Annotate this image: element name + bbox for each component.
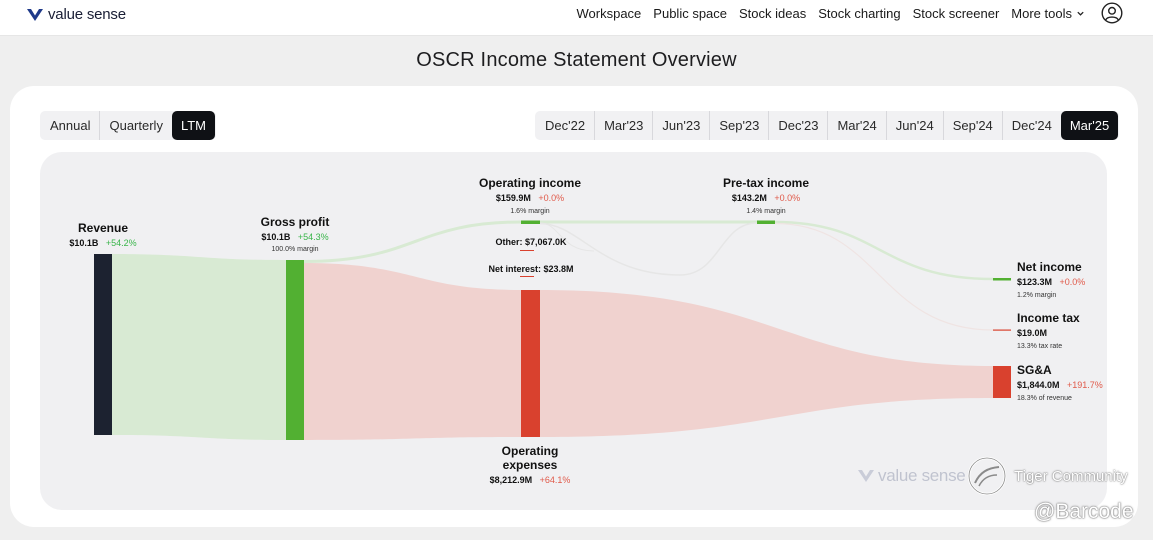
- period-jun23[interactable]: Jun'23: [653, 111, 711, 140]
- income-tax-rate: 13.3% tax rate: [1017, 343, 1062, 350]
- period-sep23[interactable]: Sep'23: [710, 111, 770, 140]
- period-dec23[interactable]: Dec'23: [769, 111, 829, 140]
- pretax-income-change: +0.0%: [774, 193, 800, 203]
- gross-profit-margin: 100.0% margin: [271, 246, 318, 253]
- top-navigation-bar: value sense Workspace Public space Stock…: [0, 0, 1153, 36]
- nav-more-tools[interactable]: More tools: [1011, 6, 1085, 21]
- node-revenue[interactable]: [94, 254, 112, 435]
- flow-pretax-to-income-tax: [774, 222, 994, 331]
- income-tax-label: Income tax: [1017, 311, 1080, 325]
- revenue-label: Revenue: [78, 221, 128, 235]
- user-account-icon[interactable]: [1101, 2, 1123, 24]
- tab-quarterly[interactable]: Quarterly: [109, 118, 163, 133]
- tiger-logo-icon: [967, 456, 1007, 496]
- period-jun24[interactable]: Jun'24: [887, 111, 944, 140]
- net-income-margin: 1.2% margin: [1017, 292, 1056, 299]
- income-tax-value: $19.0M: [1017, 328, 1047, 338]
- nav-more-tools-label: More tools: [1011, 5, 1072, 21]
- period-sep24[interactable]: Sep'24: [944, 111, 1003, 140]
- net-income-values: $123.3M +0.0%: [1017, 272, 1085, 289]
- period-mar25[interactable]: Mar'25: [1060, 111, 1119, 140]
- nav-public-space[interactable]: Public space: [653, 5, 728, 21]
- gross-profit-values: $10.1B +54.3%: [261, 227, 328, 244]
- pretax-income-values: $143.2M +0.0%: [732, 188, 800, 205]
- operating-income-change: +0.0%: [538, 193, 564, 203]
- node-net-income[interactable]: [993, 278, 1011, 281]
- net-income-label: Net income: [1017, 260, 1082, 274]
- main-nav: Workspace Public space Stock ideas Stock…: [577, 0, 1124, 26]
- sga-share: 18.3% of revenue: [1017, 395, 1072, 402]
- revenue-value: $10.1B: [69, 238, 99, 248]
- period-type-switch: Annual Quarterly LTM: [40, 111, 216, 140]
- sga-value: $1,844.0M: [1017, 380, 1060, 390]
- node-other: [520, 250, 534, 251]
- sga-values: $1,844.0M +191.7%: [1017, 375, 1103, 392]
- income-sankey-chart: Revenue $10.1B +54.2% Gross profit $10.1…: [40, 152, 1107, 510]
- node-income-tax[interactable]: [993, 329, 1011, 331]
- pretax-income-label: Pre-tax income: [723, 176, 809, 190]
- tiger-community-watermark: Tiger Community: [966, 456, 1128, 496]
- flow-gross-profit-to-operating-income: [303, 220, 522, 263]
- nav-workspace[interactable]: Workspace: [576, 5, 642, 21]
- operating-income-label: Operating income: [479, 176, 581, 190]
- flow-gross-profit-to-operating-expenses: [304, 263, 521, 440]
- brand-name: value sense: [48, 6, 126, 23]
- node-pretax-income[interactable]: [757, 220, 775, 225]
- pretax-income-value: $143.2M: [732, 193, 767, 203]
- operating-income-values: $159.9M +0.0%: [496, 188, 564, 205]
- sankey-svg: Revenue $10.1B +54.2% Gross profit $10.1…: [69, 176, 1103, 487]
- node-operating-income[interactable]: [521, 220, 540, 225]
- flow-operating-income-to-net-interest: [539, 222, 758, 276]
- nav-stock-ideas[interactable]: Stock ideas: [739, 5, 807, 21]
- operating-expenses-label-line2: expenses: [503, 458, 558, 472]
- value-sense-logo[interactable]: value sense: [26, 6, 126, 23]
- net-income-value: $123.3M: [1017, 277, 1052, 287]
- sga-change: +191.7%: [1067, 380, 1103, 390]
- nav-stock-charting[interactable]: Stock charting: [818, 5, 901, 21]
- revenue-values: $10.1B +54.2%: [69, 233, 136, 250]
- flow-revenue-to-gross-profit: [112, 254, 286, 440]
- gross-profit-value: $10.1B: [261, 232, 291, 242]
- other-label: Other: $7,067.0K: [495, 237, 567, 247]
- tab-ltm[interactable]: LTM: [171, 111, 215, 140]
- net-income-change: +0.0%: [1059, 277, 1085, 287]
- username-watermark: @Barcode: [1034, 500, 1134, 523]
- operating-expenses-label-line1: Operating: [502, 444, 559, 458]
- operating-expenses-values: $8,212.9M +64.1%: [490, 470, 571, 487]
- pretax-income-margin: 1.4% margin: [746, 208, 785, 215]
- gross-profit-label: Gross profit: [261, 215, 330, 229]
- period-dec24[interactable]: Dec'24: [1011, 118, 1052, 133]
- period-mar24[interactable]: Mar'24: [828, 111, 887, 140]
- node-sga[interactable]: [993, 366, 1011, 398]
- operating-income-value: $159.9M: [496, 193, 531, 203]
- revenue-change: +54.2%: [106, 238, 137, 248]
- gross-profit-change: +54.3%: [298, 232, 329, 242]
- tab-annual[interactable]: Annual: [41, 111, 101, 140]
- sga-label: SG&A: [1017, 363, 1052, 377]
- nav-stock-screener[interactable]: Stock screener: [912, 5, 1000, 21]
- value-sense-watermark: value sense: [857, 466, 966, 486]
- value-sense-logo-icon: [27, 8, 43, 21]
- period-selector: Dec'22 Mar'23 Jun'23 Sep'23 Dec'23 Mar'2…: [535, 111, 1120, 140]
- node-net-interest: [520, 276, 534, 277]
- value-sense-watermark-text: value sense: [878, 466, 966, 485]
- flow-operating-expenses-to-sga: [540, 290, 993, 437]
- chevron-down-icon: [1077, 11, 1084, 16]
- flow-pretax-to-net-income: [774, 220, 994, 281]
- page-title: OSCR Income Statement Overview: [416, 49, 737, 71]
- period-dec22[interactable]: Dec'22: [536, 111, 596, 140]
- node-gross-profit[interactable]: [286, 260, 304, 440]
- value-sense-watermark-icon: [858, 470, 874, 482]
- tiger-community-text: Tiger Community: [1014, 467, 1128, 485]
- operating-expenses-change: +64.1%: [540, 475, 571, 485]
- period-mar23[interactable]: Mar'23: [595, 111, 654, 140]
- operating-income-margin: 1.6% margin: [510, 208, 549, 215]
- operating-expenses-value: $8,212.9M: [490, 475, 533, 485]
- node-operating-expenses[interactable]: [521, 290, 540, 437]
- net-interest-label: Net interest: $23.8M: [488, 264, 573, 274]
